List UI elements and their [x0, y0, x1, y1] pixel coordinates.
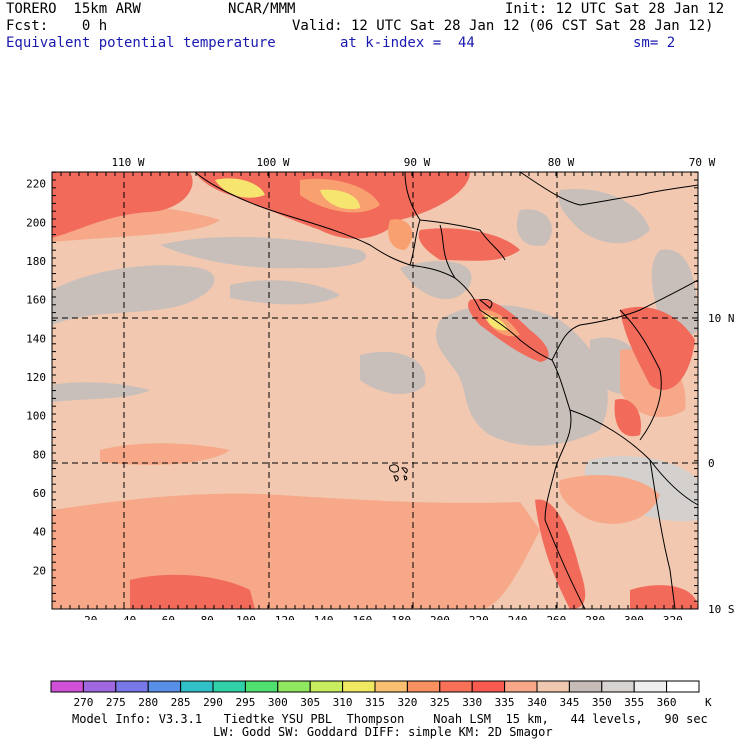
colorbar-swatch [115, 680, 149, 693]
colorbar-value: 345 [559, 696, 579, 709]
smoothing: sm= 2 [633, 35, 676, 51]
x-tick-label: 40 [123, 614, 136, 620]
galapagos-islands [389, 464, 408, 482]
colorbar-swatch [147, 680, 182, 693]
latitude-label: 0 [708, 457, 715, 470]
model-name: TORERO 15km ARW [6, 1, 141, 17]
colorbar-swatch [568, 680, 603, 693]
x-tick-label: 120 [275, 614, 295, 620]
latitude-label: 10 N [708, 312, 735, 325]
colorbar-swatch [309, 680, 344, 693]
x-tick-label: 60 [162, 614, 175, 620]
colorbar-value: 330 [462, 696, 482, 709]
institution: NCAR/MMM [228, 1, 296, 17]
colorbar-swatch [212, 680, 246, 693]
colorbar-value: 335 [495, 696, 515, 709]
y-tick-label: 40 [33, 526, 46, 539]
y-tick-label: 20 [33, 564, 46, 577]
y-tick-label: 140 [26, 332, 46, 345]
x-tick-label: 320 [663, 614, 683, 620]
longitude-label: 70 W [689, 156, 716, 169]
colorbar-value: 295 [235, 696, 255, 709]
colorbar-value: 280 [138, 696, 158, 709]
yellow-regions [215, 178, 508, 331]
colorbar-value: 320 [397, 696, 417, 709]
model-info: Model Info: V3.3.1 Tiedtke YSU PBL Thomp… [72, 712, 708, 726]
valid-time: Valid: 12 UTC Sat 28 Jan 12 (06 CST Sat … [292, 18, 714, 34]
colorbar-boxes [50, 680, 700, 693]
forecast-hour: Fcst: 0 h [6, 18, 108, 34]
colorbar: 270 275 280 285 290 295 300 305 310 315 320 325 330 3… [50, 680, 712, 709]
colorbar-swatch [374, 680, 408, 693]
colorbar-value: 290 [203, 696, 223, 709]
colorbar-value: 285 [171, 696, 191, 709]
x-tick-label: 160 [352, 614, 372, 620]
physics-info: LW: Godd SW: Goddard DIFF: simple KM: 2D… [213, 725, 553, 739]
y-tick-label: 220 [26, 178, 46, 191]
colorbar-value: 270 [73, 696, 93, 709]
colorbar-value: 310 [333, 696, 353, 709]
colorbar-value: 350 [592, 696, 612, 709]
level-index: at k-index = 44 [340, 35, 475, 51]
map-panel: 110 W 100 W 90 W 80 W 70 W220200180160140120… [26, 156, 734, 620]
colorbar-labels: 270 275 280 285 290 295 300 305 310 315 320 325 330 3… [73, 696, 712, 709]
init-time: Init: 12 UTC Sat 28 Jan 12 [505, 1, 725, 17]
x-tick-label: 300 [624, 614, 644, 620]
x-tick-label: 100 [236, 614, 256, 620]
y-tick-label: 160 [26, 294, 46, 307]
gray-regions [52, 189, 698, 446]
y-tick-label: 60 [33, 487, 46, 500]
x-tick-label: 20 [84, 614, 97, 620]
colorbar-swatch [666, 680, 700, 693]
colorbar-value: 275 [106, 696, 126, 709]
colorbar-value: 305 [300, 696, 320, 709]
colorbar-swatch [50, 680, 84, 693]
x-tick-label: 280 [585, 614, 605, 620]
axis-labels: 110 W 100 W 90 W 80 W 70 W220200180160140120… [26, 156, 734, 620]
colorbar-swatch [536, 680, 570, 693]
colorbar-swatch [471, 680, 506, 693]
axis-ticks [51, 171, 698, 610]
y-tick-label: 120 [26, 371, 46, 384]
colorbar-swatch [406, 680, 441, 693]
colorbar-value: 355 [624, 696, 644, 709]
field-name: Equivalent potential temperature [6, 35, 276, 51]
colorbar-swatch [342, 680, 376, 693]
colorbar-swatch [601, 680, 635, 693]
x-tick-label: 220 [469, 614, 489, 620]
field-shading [52, 172, 698, 609]
y-tick-label: 80 [33, 448, 46, 461]
colorbar-value: 315 [365, 696, 385, 709]
x-tick-label: 200 [430, 614, 450, 620]
longitude-label: 100 W [256, 156, 289, 169]
colorbar-swatch [277, 680, 311, 693]
longitude-label: 110 W [111, 156, 144, 169]
y-tick-label: 100 [26, 410, 46, 423]
x-tick-label: 140 [314, 614, 334, 620]
colorbar-swatch [633, 680, 668, 693]
colorbar-value: 325 [430, 696, 450, 709]
colorbar-swatch [244, 680, 279, 693]
coastlines [194, 172, 698, 609]
colorbar-value: 300 [268, 696, 288, 709]
y-tick-label: 200 [26, 216, 46, 229]
colorbar-swatch [504, 680, 538, 693]
x-tick-label: 260 [546, 614, 566, 620]
colorbar-swatch [82, 680, 117, 693]
x-tick-label: 180 [391, 614, 411, 620]
colorbar-swatch [439, 680, 473, 693]
colorbar-value: 340 [527, 696, 547, 709]
colorbar-unit: K [705, 696, 712, 709]
x-tick-label: 240 [508, 614, 528, 620]
lat-lon-grid [52, 172, 698, 609]
longitude-label: 90 W [404, 156, 431, 169]
colorbar-swatch [180, 680, 214, 693]
colorbar-value: 360 [657, 696, 677, 709]
y-tick-label: 180 [26, 255, 46, 268]
latitude-label: 10 S [708, 603, 735, 616]
longitude-label: 80 W [548, 156, 575, 169]
x-tick-label: 80 [201, 614, 214, 620]
